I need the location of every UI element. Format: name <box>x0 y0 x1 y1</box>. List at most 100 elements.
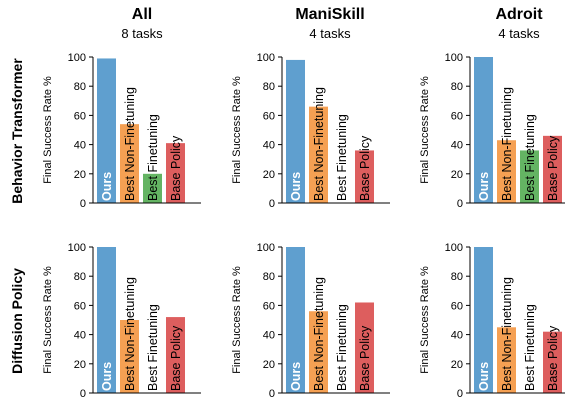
y-tick-label: 80 <box>263 271 275 283</box>
bar-label-base-policy: Base Policy <box>546 135 560 201</box>
bar-label-base-policy: Base Policy <box>546 325 560 391</box>
y-tick-label: 40 <box>451 330 463 342</box>
bar-best-non-finetuning <box>497 140 516 203</box>
bar-label-ours: Ours <box>477 172 491 201</box>
bar-best-finetuning <box>520 150 539 203</box>
col-subtitle-adroit: 4 tasks <box>498 26 540 41</box>
y-tick-label: 100 <box>68 242 86 254</box>
panels-group: Final Success Rate % Ours Best Non-Finetun… <box>42 52 565 399</box>
y-tick-label: 100 <box>445 52 463 64</box>
y-tick-label: 100 <box>257 52 275 64</box>
bar-label-best-finetuning: Best Finetuning <box>335 304 349 391</box>
bar-label-base-policy: Base Policy <box>169 135 183 201</box>
bar-label-ours: Ours <box>289 172 303 201</box>
col-subtitle-all: 8 tasks <box>121 26 163 41</box>
y-axis-label: Final Success Rate % <box>231 76 243 184</box>
y-tick-label: 60 <box>74 300 86 312</box>
y-axis-label: Final Success Rate % <box>419 76 431 184</box>
y-tick-label: 40 <box>451 140 463 152</box>
bar-label-best-non-finetuning: Best Non-Finetuning <box>312 87 326 201</box>
panel-behavior-transformer-maniskill: Final Success Rate % Ours Best Non-Finetun… <box>231 52 390 210</box>
panel-diffusion-policy-adroit: Final Success Rate % Ours Best Non-Finetun… <box>419 242 565 399</box>
bar-ours <box>286 59 305 203</box>
y-tick-label: 80 <box>263 81 275 93</box>
bar-ours <box>97 58 116 204</box>
bar-ours <box>286 247 305 393</box>
bar-label-base-policy: Base Policy <box>358 325 372 391</box>
y-tick-label: 0 <box>269 198 275 210</box>
row-title-behavior-transformer: Behavior Transformer <box>9 58 25 204</box>
bar-label-base-policy: Base Policy <box>358 135 372 201</box>
bar-label-best-non-finetuning: Best Non-Finetuning <box>500 87 514 201</box>
bar-label-best-finetuning: Best Finetuning <box>335 114 349 201</box>
bar-ours <box>474 247 493 393</box>
y-axis-label: Final Success Rate % <box>42 266 54 374</box>
bar-label-best-non-finetuning: Best Non-Finetuning <box>312 277 326 391</box>
y-tick-label: 60 <box>263 300 275 312</box>
bar-label-best-non-finetuning: Best Non-Finetuning <box>500 277 514 391</box>
panel-behavior-transformer-all: Final Success Rate % Ours Best Non-Finetun… <box>42 52 201 210</box>
y-tick-label: 40 <box>74 140 86 152</box>
bar-best-non-finetuning <box>309 106 328 203</box>
col-title-maniskill: ManiSkill <box>295 6 364 23</box>
col-title-all: All <box>132 6 152 23</box>
y-tick-label: 60 <box>263 110 275 122</box>
col-subtitle-maniskill: 4 tasks <box>309 26 351 41</box>
bar-base-policy <box>166 143 185 203</box>
bar-label-ours: Ours <box>477 362 491 391</box>
bar-label-base-policy: Base Policy <box>169 325 183 391</box>
bar-base-policy <box>543 331 562 393</box>
y-tick-label: 80 <box>451 271 463 283</box>
y-tick-label: 20 <box>451 359 463 371</box>
bar-label-best-finetuning: Best Finetuning <box>146 114 160 201</box>
bar-best-non-finetuning <box>120 124 139 203</box>
y-tick-label: 20 <box>451 169 463 181</box>
y-tick-label: 80 <box>74 271 86 283</box>
y-axis-label: Final Success Rate % <box>419 266 431 374</box>
bar-label-best-non-finetuning: Best Non-Finetuning <box>123 87 137 201</box>
bar-label-best-finetuning: Best Finetuning <box>146 304 160 391</box>
bar-base-policy <box>355 150 374 203</box>
y-tick-label: 20 <box>263 359 275 371</box>
y-tick-label: 20 <box>263 169 275 181</box>
bar-base-policy <box>355 302 374 393</box>
bar-ours <box>474 57 493 203</box>
bar-best-non-finetuning <box>120 320 139 393</box>
y-tick-label: 40 <box>263 140 275 152</box>
y-tick-label: 0 <box>80 198 86 210</box>
y-tick-label: 0 <box>457 388 463 399</box>
y-tick-label: 60 <box>451 110 463 122</box>
y-tick-label: 20 <box>74 169 86 181</box>
panel-diffusion-policy-maniskill: Final Success Rate % Ours Best Non-Finetun… <box>231 242 390 399</box>
y-tick-label: 60 <box>451 300 463 312</box>
y-tick-label: 0 <box>269 388 275 399</box>
y-tick-label: 0 <box>80 388 86 399</box>
bar-label-ours: Ours <box>289 362 303 391</box>
bar-best-non-finetuning <box>309 311 328 393</box>
col-title-adroit: Adroit <box>495 6 543 23</box>
bar-label-best-finetuning: Best Finetuning <box>523 304 537 391</box>
bar-label-best-finetuning: Best Finetuning <box>523 114 537 201</box>
y-tick-label: 100 <box>68 52 86 64</box>
bar-ours <box>97 247 116 393</box>
y-axis-label: Final Success Rate % <box>42 76 54 184</box>
y-tick-label: 100 <box>257 242 275 254</box>
panel-diffusion-policy-all: Final Success Rate % Ours Best Non-Finetun… <box>42 242 201 399</box>
bar-label-ours: Ours <box>100 172 114 201</box>
y-tick-label: 40 <box>263 330 275 342</box>
bar-best-finetuning <box>143 173 162 203</box>
y-tick-label: 20 <box>74 359 86 371</box>
y-tick-label: 40 <box>74 330 86 342</box>
bar-base-policy <box>166 317 185 393</box>
bar-label-best-non-finetuning: Best Non-Finetuning <box>123 277 137 391</box>
bar-label-ours: Ours <box>100 362 114 391</box>
bar-best-non-finetuning <box>497 327 516 393</box>
y-tick-label: 80 <box>74 81 86 93</box>
row-title-diffusion-policy: Diffusion Policy <box>9 268 25 374</box>
y-tick-label: 80 <box>451 81 463 93</box>
y-tick-label: 60 <box>74 110 86 122</box>
y-tick-label: 100 <box>445 242 463 254</box>
bar-base-policy <box>543 135 562 203</box>
y-tick-label: 0 <box>457 198 463 210</box>
